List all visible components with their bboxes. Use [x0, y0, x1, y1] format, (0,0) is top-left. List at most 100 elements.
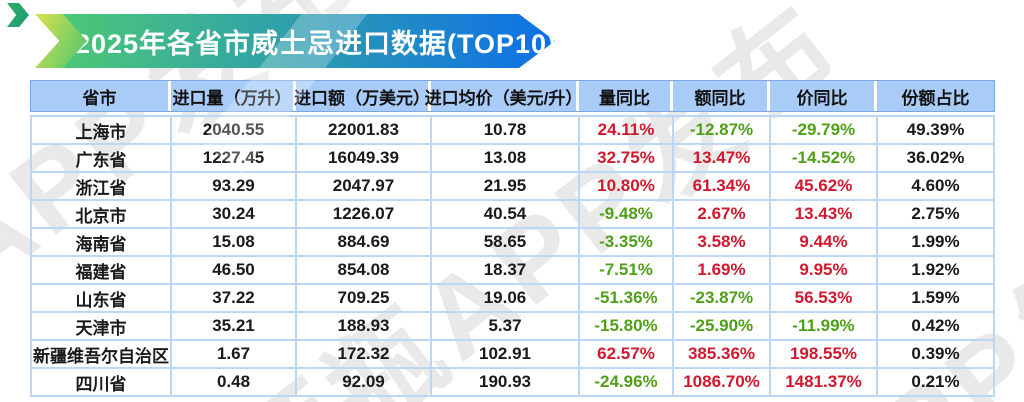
- cell-province: 四川省: [32, 369, 172, 397]
- cell-value_yoy: -23.87%: [674, 285, 771, 313]
- cell-share: 0.39%: [878, 341, 995, 369]
- table-row: 海南省 15.08 884.69 58.65 -3.35% 3.58% 9.44% 1.99%: [32, 229, 995, 257]
- cell-share: 0.42%: [878, 313, 995, 341]
- cell-volume_yoy: -9.48%: [580, 201, 674, 229]
- corner-accent-chevron-icon: [7, 3, 29, 27]
- cell-value_yoy: 3.58%: [674, 229, 771, 257]
- cell-value_yoy: -25.90%: [674, 313, 771, 341]
- cell-price_yoy: 45.62%: [771, 173, 878, 201]
- cell-value_yoy: 13.47%: [674, 145, 771, 173]
- cell-value_yoy: 385.36%: [674, 341, 771, 369]
- cell-volume: 46.50: [172, 257, 297, 285]
- cell-share: 1.99%: [878, 229, 995, 257]
- cell-price_yoy: 198.55%: [771, 341, 878, 369]
- cell-avg_price: 19.06: [432, 285, 580, 313]
- cell-avg_price: 58.65: [432, 229, 580, 257]
- cell-avg_price: 13.08: [432, 145, 580, 173]
- col-header-value_yoy: 额同比: [673, 81, 770, 111]
- col-header-value: 进口额（万美元）: [294, 81, 431, 111]
- cell-volume_yoy: 24.11%: [580, 117, 674, 145]
- cell-avg_price: 10.78: [432, 117, 580, 145]
- cell-price_yoy: 56.53%: [771, 285, 878, 313]
- cell-province: 山东省: [32, 285, 172, 313]
- cell-price_yoy: 9.44%: [771, 229, 878, 257]
- cell-price_yoy: 9.95%: [771, 257, 878, 285]
- cell-volume: 35.21: [172, 313, 297, 341]
- cell-price_yoy: -14.52%: [771, 145, 878, 173]
- cell-volume_yoy: -3.35%: [580, 229, 674, 257]
- cell-volume: 15.08: [172, 229, 297, 257]
- cell-volume: 2040.55: [172, 117, 297, 145]
- cell-province: 广东省: [32, 145, 172, 173]
- cell-share: 2.75%: [878, 201, 995, 229]
- cell-province: 上海市: [32, 117, 172, 145]
- cell-avg_price: 40.54: [432, 201, 580, 229]
- cell-volume: 37.22: [172, 285, 297, 313]
- cell-share: 36.02%: [878, 145, 995, 173]
- cell-volume: 30.24: [172, 201, 297, 229]
- cell-share: 1.92%: [878, 257, 995, 285]
- table-row: 上海市 2040.55 22001.83 10.78 24.11% -12.87% -29.…: [32, 117, 995, 145]
- cell-volume: 1.67: [172, 341, 297, 369]
- cell-value: 22001.83: [297, 117, 432, 145]
- cell-value: 188.93: [297, 313, 432, 341]
- cell-volume_yoy: -7.51%: [580, 257, 674, 285]
- table-header-row: 省市 进口量（万升） 进口额（万美元） 进口均价（美元/升） 量同比 额同比 价同比 份额占比: [30, 80, 995, 112]
- col-header-share: 份额占比: [877, 81, 994, 111]
- cell-volume_yoy: -15.80%: [580, 313, 674, 341]
- banner-body: 2025年各省市威士忌进口数据(TOP10): [63, 14, 555, 68]
- cell-volume: 0.48: [172, 369, 297, 397]
- cell-value: 1226.07: [297, 201, 432, 229]
- cell-volume: 1227.45: [172, 145, 297, 173]
- col-header-volume_yoy: 量同比: [579, 81, 673, 111]
- cell-province: 天津市: [32, 313, 172, 341]
- cell-share: 4.60%: [878, 173, 995, 201]
- cell-value: 16049.39: [297, 145, 432, 173]
- cell-province: 北京市: [32, 201, 172, 229]
- cell-avg_price: 21.95: [432, 173, 580, 201]
- cell-value: 92.09: [297, 369, 432, 397]
- table-row: 四川省 0.48 92.09 190.93 -24.96% 1086.70% 1481.37…: [32, 369, 995, 397]
- table-row: 天津市 35.21 188.93 5.37 -15.80% -25.90% -11.99% 0…: [32, 313, 995, 341]
- cell-value: 172.32: [297, 341, 432, 369]
- col-header-province: 省市: [31, 81, 171, 111]
- cell-value_yoy: 1.69%: [674, 257, 771, 285]
- col-header-volume: 进口量（万升）: [171, 81, 296, 111]
- cell-share: 49.39%: [878, 117, 995, 145]
- page-title: 2025年各省市威士忌进口数据(TOP10): [74, 28, 558, 59]
- cell-value: 2047.97: [297, 173, 432, 201]
- table-body: 上海市 2040.55 22001.83 10.78 24.11% -12.87% -29.…: [30, 115, 995, 397]
- cell-volume: 93.29: [172, 173, 297, 201]
- cell-volume_yoy: 10.80%: [580, 173, 674, 201]
- cell-value_yoy: 1086.70%: [674, 369, 771, 397]
- cell-share: 1.59%: [878, 285, 995, 313]
- cell-value: 884.69: [297, 229, 432, 257]
- cell-price_yoy: -11.99%: [771, 313, 878, 341]
- col-header-avg_price: 进口均价（美元/升）: [425, 81, 582, 111]
- table-row: 新疆维吾尔自治区 1.67 172.32 102.91 62.57% 385.36% 198…: [32, 341, 995, 369]
- cell-value: 854.08: [297, 257, 432, 285]
- cell-price_yoy: -29.79%: [771, 117, 878, 145]
- table-row: 福建省 46.50 854.08 18.37 -7.51% 1.69% 9.95% 1.92%: [32, 257, 995, 285]
- col-header-price_yoy: 价同比: [770, 81, 877, 111]
- cell-avg_price: 190.93: [432, 369, 580, 397]
- cell-value: 709.25: [297, 285, 432, 313]
- cell-province: 浙江省: [32, 173, 172, 201]
- cell-value_yoy: 2.67%: [674, 201, 771, 229]
- cell-value_yoy: -12.87%: [674, 117, 771, 145]
- cell-province: 福建省: [32, 257, 172, 285]
- table-row: 浙江省 93.29 2047.97 21.95 10.80% 61.34% 45.62% 4.…: [32, 173, 995, 201]
- cell-province: 海南省: [32, 229, 172, 257]
- cell-share: 0.21%: [878, 369, 995, 397]
- import-data-table: 省市 进口量（万升） 进口额（万美元） 进口均价（美元/升） 量同比 额同比 价同比 份额占比…: [30, 80, 995, 397]
- cell-volume_yoy: -51.36%: [580, 285, 674, 313]
- cell-province: 新疆维吾尔自治区: [32, 341, 172, 369]
- cell-value_yoy: 61.34%: [674, 173, 771, 201]
- cell-volume_yoy: 32.75%: [580, 145, 674, 173]
- cell-avg_price: 102.91: [432, 341, 580, 369]
- cell-volume_yoy: 62.57%: [580, 341, 674, 369]
- cell-avg_price: 18.37: [432, 257, 580, 285]
- cell-price_yoy: 13.43%: [771, 201, 878, 229]
- table-row: 北京市 30.24 1226.07 40.54 -9.48% 2.67% 13.43% 2.7…: [32, 201, 995, 229]
